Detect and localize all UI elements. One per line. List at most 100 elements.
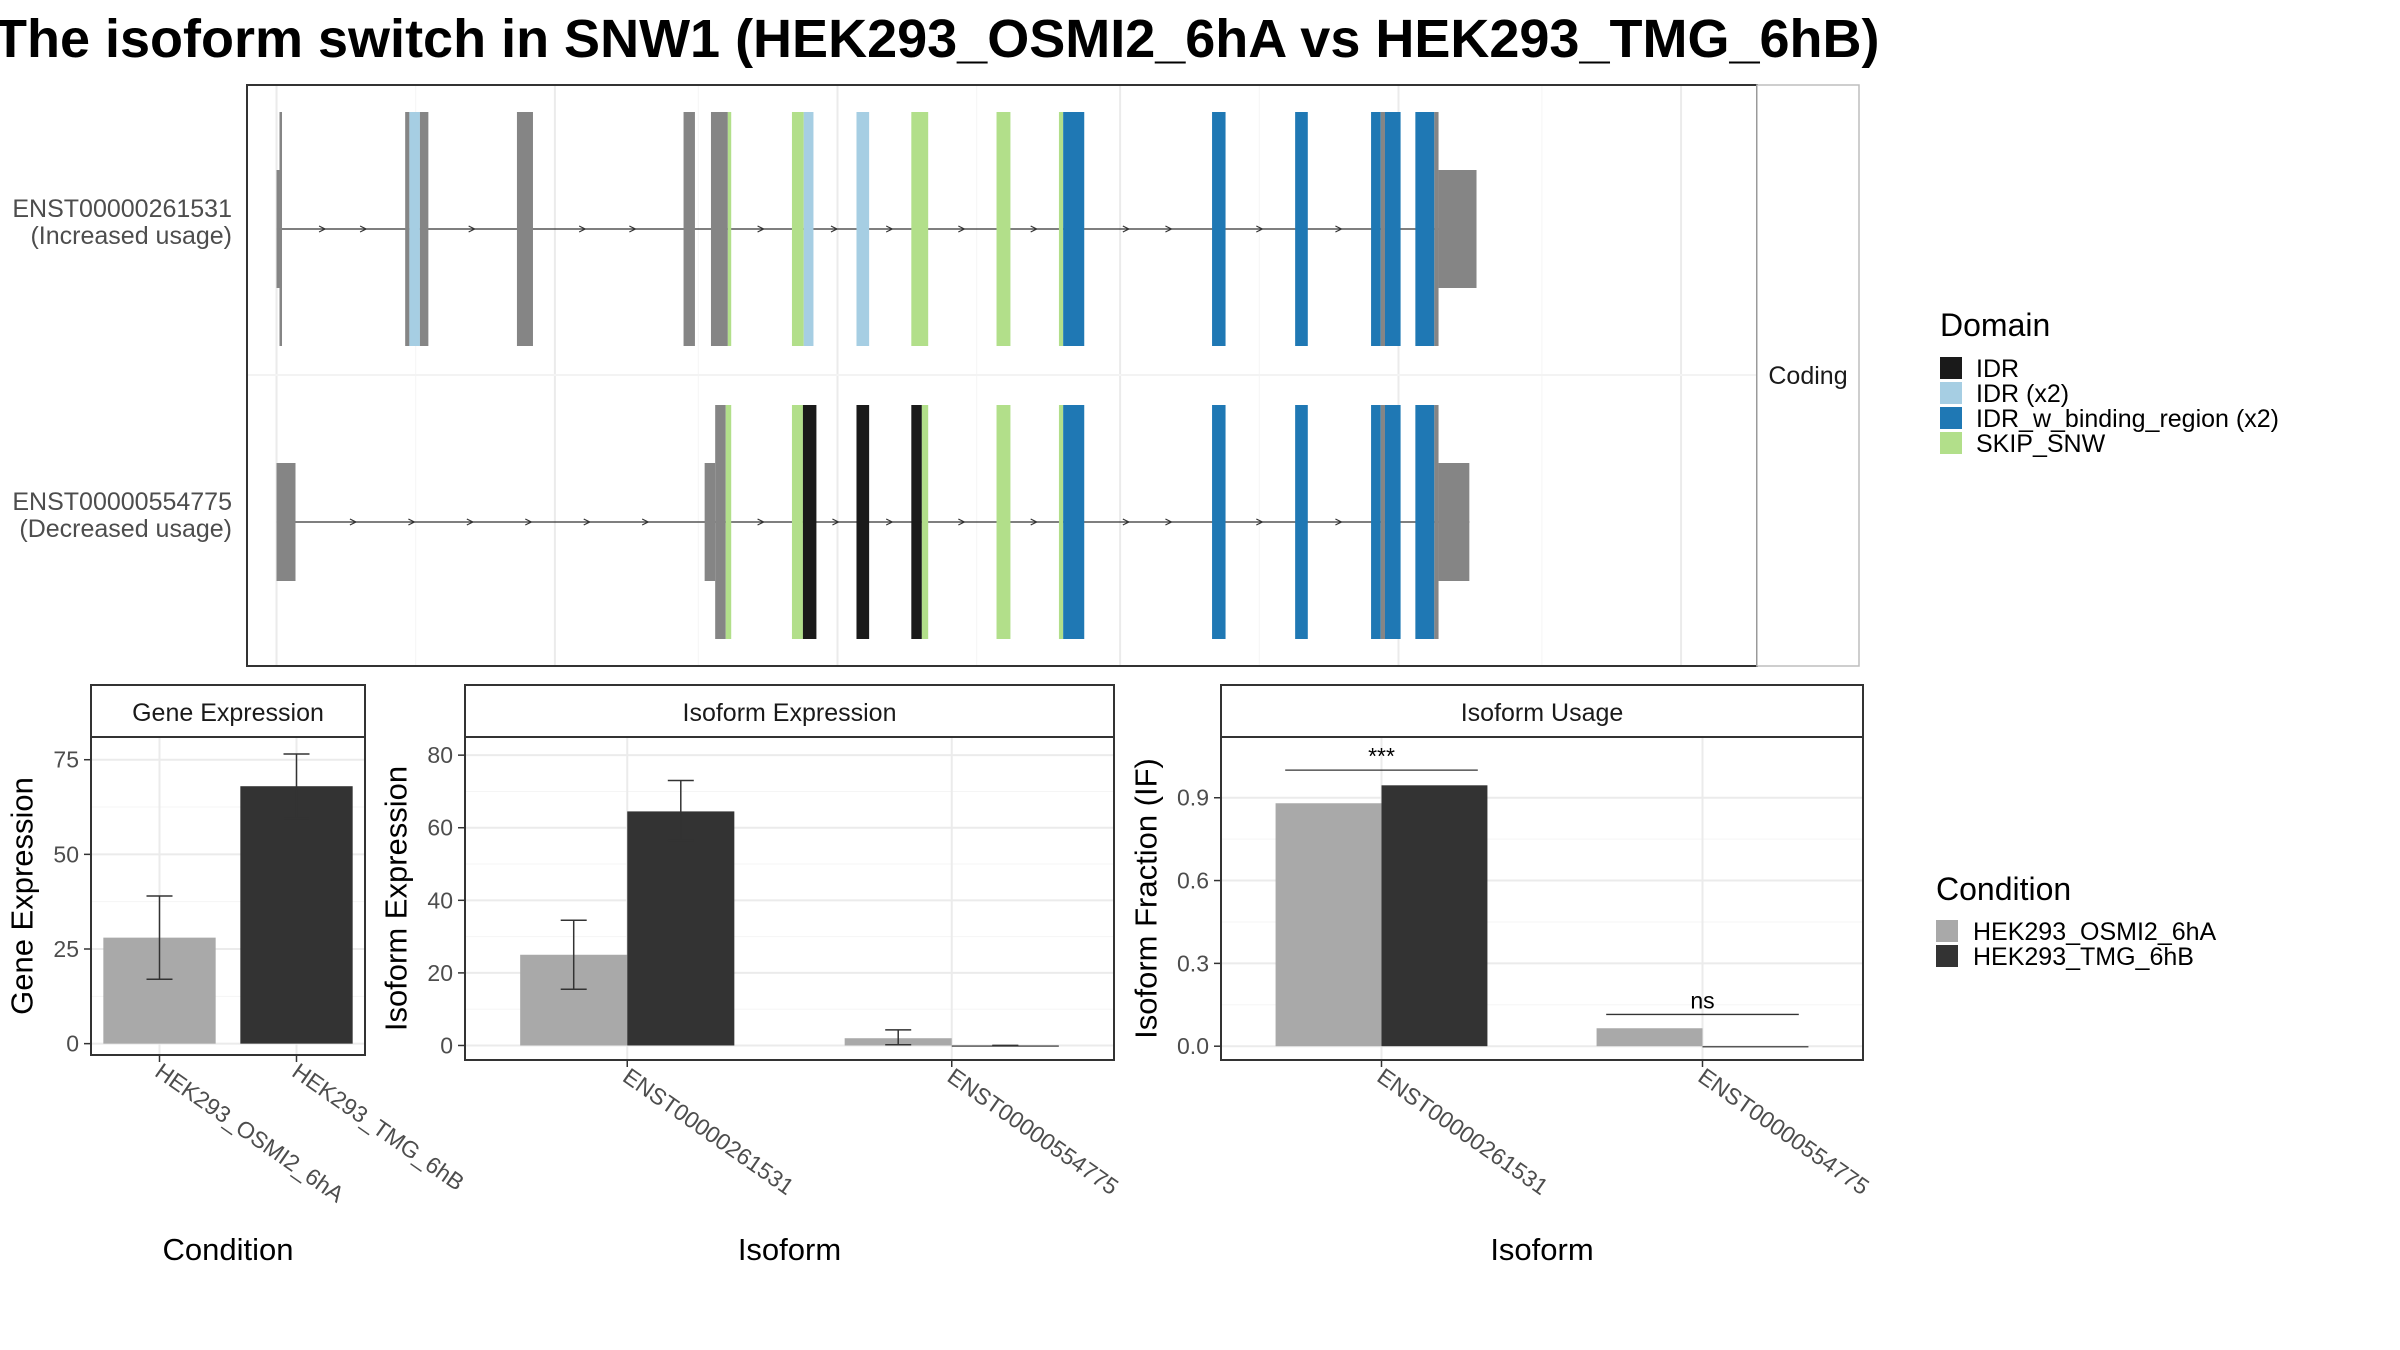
domain-legend-label: IDR_w_binding_region (x2) xyxy=(1976,405,2279,433)
condition-legend-key xyxy=(1936,920,1958,942)
significance-label: ns xyxy=(1690,987,1714,1013)
intron-arrow xyxy=(578,225,587,233)
y-tick-label: 0.9 xyxy=(1177,785,1209,811)
isoform-track xyxy=(276,405,1470,639)
y-tick-label: 0.0 xyxy=(1177,1033,1209,1059)
intron-arrow xyxy=(641,518,650,526)
chart-strip-box xyxy=(464,684,1115,738)
y-axis-title: Isoform Fraction (IF) xyxy=(1129,758,1164,1039)
isoform-track xyxy=(276,112,1477,346)
intron-arrow xyxy=(1122,518,1131,526)
exon-block xyxy=(1380,112,1385,346)
chart-strip-box xyxy=(1220,684,1864,738)
y-tick-label: 0.3 xyxy=(1177,950,1209,976)
condition-legend-label: HEK293_OSMI2_6hA xyxy=(1973,918,2217,946)
exon-block xyxy=(1295,112,1308,346)
intron-arrow xyxy=(757,518,765,526)
exon-block xyxy=(856,405,870,639)
y-tick-label: 50 xyxy=(53,841,79,867)
bar xyxy=(1275,803,1382,1047)
intron-arrow xyxy=(830,225,839,233)
x-tick-label: ENST00000554775 xyxy=(943,1063,1123,1200)
x-tick-label: ENST00000261531 xyxy=(618,1063,798,1200)
isoform-structure-panel: ENST00000261531(Increased usage) ENST0000… xyxy=(12,84,1860,667)
intron-arrow xyxy=(1335,518,1343,526)
exon-block xyxy=(791,112,804,346)
bar xyxy=(627,811,735,1046)
intron-arrow xyxy=(832,518,840,526)
significance-label: *** xyxy=(1368,743,1395,769)
condition-legend-label: HEK293_TMG_6hB xyxy=(1973,943,2194,971)
y-tick-label: 0.6 xyxy=(1177,868,1209,894)
exon-block xyxy=(791,405,803,639)
intron-arrow xyxy=(408,518,416,526)
chart-strip-box xyxy=(90,684,366,738)
expression-charts: Gene Expression0255075HEK293_OSMI2_6hAHE… xyxy=(5,684,1874,1267)
condition-legend-key xyxy=(1936,945,1958,967)
exon-block xyxy=(1434,112,1439,346)
exon-block xyxy=(911,112,929,346)
exon-block xyxy=(1415,112,1435,346)
exon-block xyxy=(1371,112,1381,346)
intron-arrow xyxy=(629,225,637,233)
exon-block xyxy=(419,112,429,346)
exon-block xyxy=(405,112,410,346)
intron-arrow xyxy=(1030,518,1039,526)
chart-panel: *** ns Isoform Usage 0.0 0.3 0.6 0.9 ENST000002… xyxy=(1129,684,1874,1267)
intron-arrow xyxy=(1335,225,1343,233)
exon-block xyxy=(802,405,817,639)
x-axis-title: Condition xyxy=(163,1232,294,1267)
intron-arrow xyxy=(1165,225,1173,233)
y-tick-label: 40 xyxy=(427,887,453,913)
x-axis-title: Isoform xyxy=(1490,1232,1593,1267)
isoform-usage-label: (Decreased usage) xyxy=(19,515,232,543)
y-axis-title: Gene Expression xyxy=(5,777,40,1015)
exon-block xyxy=(921,405,929,639)
intron-arrow xyxy=(318,225,327,233)
domain-legend-title: Domain xyxy=(1940,307,2050,343)
y-tick-label: 75 xyxy=(53,747,79,773)
exon-block xyxy=(727,112,732,346)
y-tick-label: 25 xyxy=(53,936,79,962)
domain-legend-key xyxy=(1940,382,1962,404)
intron-arrow xyxy=(468,225,476,233)
intron-arrow xyxy=(757,225,765,233)
intron-arrow xyxy=(1256,518,1264,526)
intron-arrow xyxy=(466,518,475,526)
intron-arrow xyxy=(525,518,533,526)
intron-arrow xyxy=(885,225,894,233)
exon-block xyxy=(276,170,280,288)
isoform-usage-label: (Increased usage) xyxy=(30,222,232,250)
exon-block xyxy=(1434,405,1439,639)
exon-block xyxy=(516,112,533,346)
structure-strip-label: Coding xyxy=(1768,362,1847,390)
chart-strip-title: Isoform Expression xyxy=(683,699,897,727)
exon-block xyxy=(1415,405,1435,639)
exon-block xyxy=(1384,405,1401,639)
intron-arrow xyxy=(583,518,592,526)
exon-block xyxy=(996,405,1011,639)
exon-block xyxy=(276,463,296,581)
exon-block xyxy=(1058,112,1064,346)
intron-arrow xyxy=(1165,518,1173,526)
y-tick-label: 0 xyxy=(66,1031,79,1057)
intron-arrow xyxy=(958,518,966,526)
exon-block xyxy=(683,112,695,346)
condition-legend-title: Condition xyxy=(1936,871,2071,907)
bar xyxy=(1596,1028,1703,1047)
x-tick-label: ENST00000261531 xyxy=(1373,1063,1553,1200)
exon-block xyxy=(1438,170,1477,288)
intron-arrow xyxy=(1256,225,1264,233)
exon-block xyxy=(856,112,870,346)
y-tick-label: 80 xyxy=(427,742,453,768)
exon-block xyxy=(279,112,283,346)
y-tick-label: 20 xyxy=(427,960,453,986)
exon-block xyxy=(1371,405,1381,639)
domain-legend-key xyxy=(1940,407,1962,429)
intron-arrow xyxy=(359,225,368,233)
exon-block xyxy=(803,112,814,346)
exon-block xyxy=(1212,112,1226,346)
intron-arrow xyxy=(1030,225,1039,233)
intron-arrow xyxy=(349,518,358,526)
